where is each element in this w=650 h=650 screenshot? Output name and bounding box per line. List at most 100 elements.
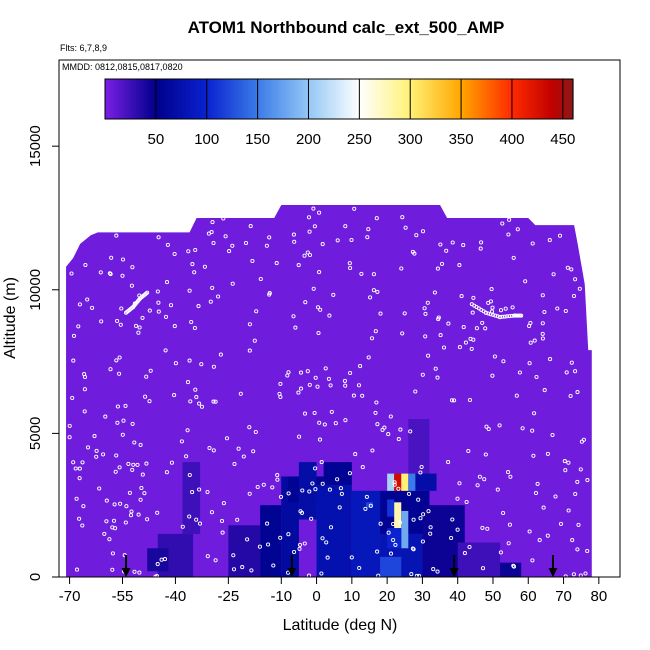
sample-point: [306, 215, 312, 220]
sample-point: [568, 393, 573, 399]
sample-point: [322, 422, 327, 427]
sample-point: [348, 370, 353, 376]
heatmap-cell: [147, 548, 169, 572]
sample-point: [566, 460, 571, 465]
colorbar-segment: [479, 79, 483, 119]
heatmap-cell: [228, 525, 261, 577]
colorbar-segment: [531, 79, 535, 119]
sample-point: [102, 531, 107, 536]
sample-point: [428, 525, 433, 530]
sample-point: [501, 510, 506, 516]
colorbar-segment: [248, 79, 252, 119]
sample-point: [82, 387, 87, 392]
sample-point: [329, 409, 334, 414]
colorbar-segment: [552, 79, 556, 119]
sample-point: [291, 232, 296, 237]
sample-point: [297, 434, 302, 439]
colorbar-segment: [107, 79, 111, 119]
sample-point: [297, 546, 302, 551]
colorbar-segment: [333, 79, 337, 119]
colorbar-segment: [495, 79, 499, 119]
sample-points: [67, 206, 590, 577]
colorbar-segment: [149, 79, 153, 119]
sample-point: [471, 295, 476, 300]
sample-point: [77, 476, 82, 481]
colorbar-segment: [567, 79, 571, 119]
sample-point: [108, 272, 113, 277]
sample-point: [550, 432, 555, 438]
flight-track-point: [507, 314, 512, 319]
colorbar-segment: [419, 79, 423, 119]
sample-point: [436, 317, 441, 322]
sample-point: [564, 370, 569, 375]
colorbar-segment: [404, 79, 408, 119]
sample-point: [138, 442, 143, 447]
colorbar-segment: [305, 79, 309, 119]
sample-point: [553, 494, 558, 499]
colorbar-segment: [557, 79, 561, 119]
sample-point: [438, 242, 443, 247]
sample-point: [508, 474, 513, 479]
colorbar-segment: [300, 79, 304, 119]
sample-point: [266, 542, 271, 547]
colorbar-tick-label: 100: [194, 131, 219, 148]
sample-point: [353, 452, 358, 457]
colorbar-segment: [513, 79, 517, 119]
colorbar-segment: [508, 79, 512, 119]
sample-point: [298, 386, 304, 391]
sample-point: [278, 535, 283, 540]
sample-point: [115, 420, 120, 425]
sample-point: [99, 319, 104, 324]
sample-point: [444, 248, 449, 253]
sample-point: [77, 466, 82, 471]
sample-point: [398, 427, 403, 432]
sample-point: [196, 304, 201, 309]
colorbar-segment: [170, 79, 174, 119]
sample-point: [300, 488, 305, 493]
colorbar-segment: [271, 79, 275, 119]
sample-point: [490, 305, 495, 310]
sample-point: [511, 563, 516, 568]
sample-point: [420, 539, 425, 544]
sample-point: [347, 471, 352, 476]
sample-point: [435, 375, 440, 380]
sample-point: [411, 517, 416, 522]
heatmap-cell: [316, 485, 352, 577]
colorbar-segment: [203, 79, 207, 119]
sample-point: [130, 265, 135, 270]
sample-point: [77, 302, 82, 307]
sample-point: [335, 477, 340, 482]
sample-point: [278, 394, 283, 400]
sample-point: [123, 520, 128, 525]
colorbar-segment: [310, 79, 314, 119]
colorbar-segment: [167, 79, 171, 119]
sample-point: [426, 509, 431, 514]
sample-point: [483, 452, 488, 457]
sample-point: [400, 215, 405, 220]
sample-point: [257, 544, 262, 549]
sample-point: [180, 524, 185, 529]
sample-point: [137, 570, 142, 575]
colorbar-segment: [274, 79, 278, 119]
colorbar-segment: [502, 79, 506, 119]
sample-point: [534, 374, 539, 380]
colorbar-segment: [128, 79, 132, 119]
sample-point: [230, 281, 235, 286]
sample-point: [306, 573, 312, 577]
colorbar-segment: [409, 79, 413, 119]
sample-point: [164, 280, 170, 285]
sample-point: [219, 518, 225, 524]
colorbar-segment: [214, 79, 218, 119]
heatmap-cell: [401, 510, 409, 549]
heatmap-cell: [182, 462, 201, 534]
sample-point: [80, 460, 85, 465]
sample-point: [143, 394, 148, 399]
colorbar-segment: [391, 79, 395, 119]
colorbar-segment: [284, 79, 288, 119]
heatmap-cell: [394, 502, 402, 529]
sample-point: [172, 393, 177, 398]
colorbar-segment: [380, 79, 384, 119]
flights-note: Flts: 6,7,8,9: [60, 43, 107, 53]
sample-point: [547, 238, 552, 243]
sample-point: [240, 565, 245, 570]
